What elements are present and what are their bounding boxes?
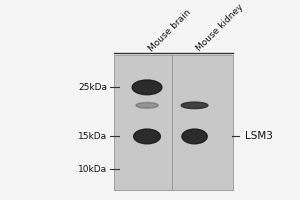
Ellipse shape <box>134 129 161 144</box>
Ellipse shape <box>182 129 207 144</box>
Ellipse shape <box>181 102 208 109</box>
Ellipse shape <box>136 102 158 108</box>
Text: LSM3: LSM3 <box>245 131 273 141</box>
Ellipse shape <box>132 80 162 95</box>
Text: 10kDa: 10kDa <box>78 165 107 174</box>
Text: 25kDa: 25kDa <box>78 83 107 92</box>
Text: 15kDa: 15kDa <box>78 132 107 141</box>
Text: Mouse brain: Mouse brain <box>147 7 193 53</box>
Text: Mouse kidney: Mouse kidney <box>195 2 245 53</box>
